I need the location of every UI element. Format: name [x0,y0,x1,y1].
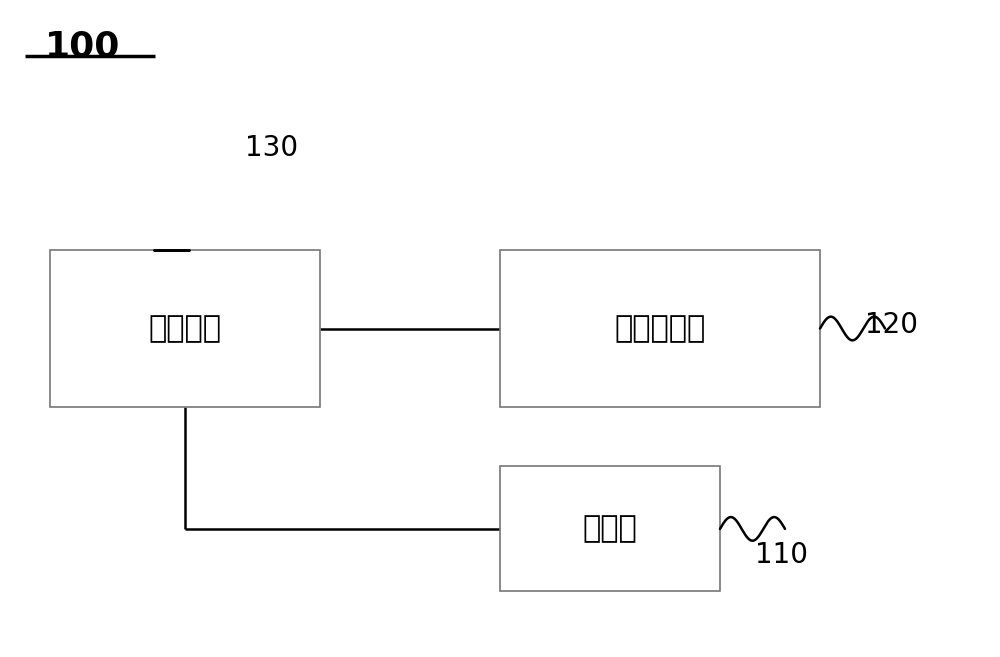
Text: 120: 120 [865,311,918,339]
Text: 惯性传感器: 惯性传感器 [614,314,706,343]
Text: 110: 110 [755,541,808,569]
Text: 处理器: 处理器 [583,514,637,543]
Text: 130: 130 [245,134,298,162]
Text: 100: 100 [45,30,120,64]
Text: 电源电路: 电源电路 [148,314,222,343]
FancyBboxPatch shape [50,250,320,407]
FancyBboxPatch shape [500,466,720,591]
FancyBboxPatch shape [500,250,820,407]
